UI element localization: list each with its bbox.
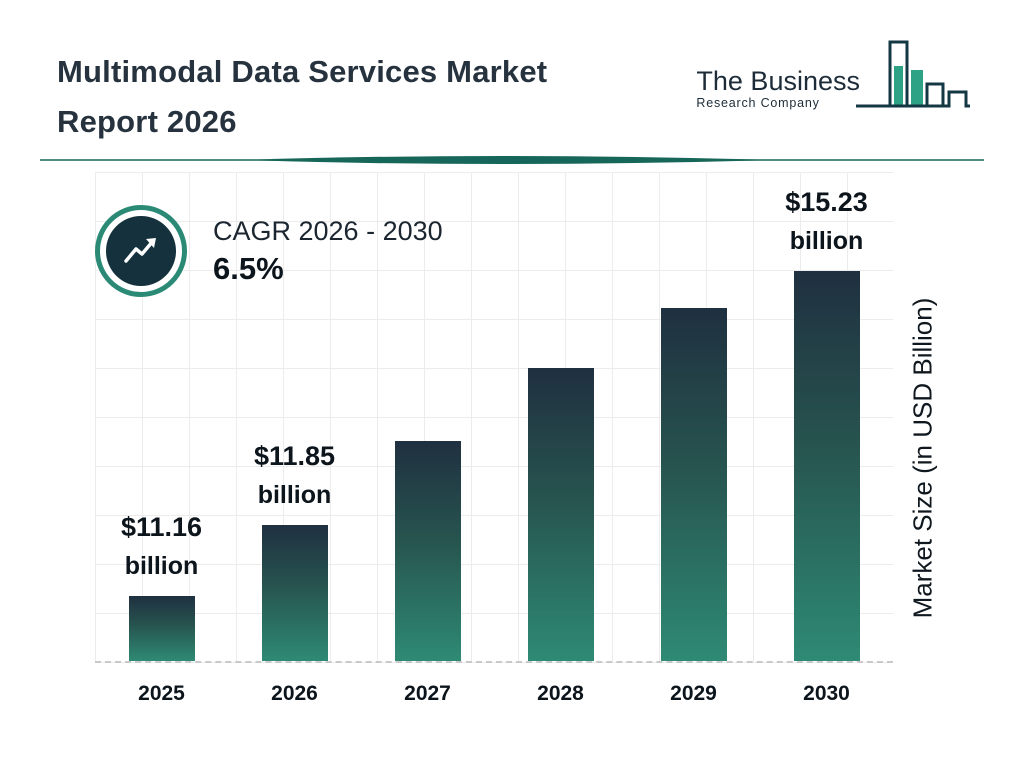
- cagr-callout: CAGR 2026 - 2030 6.5%: [95, 205, 443, 297]
- bar-group-2026: $11.85 billion: [228, 172, 361, 661]
- bar-group-2029: [627, 172, 760, 661]
- x-axis-label-2026: 2026: [271, 682, 318, 705]
- x-axis-labels: 2025 2026 2027 2028 2029 2030: [95, 682, 893, 706]
- bar-value-label: $11.16 billion: [121, 506, 202, 584]
- page-title-line1: Multimodal Data Services Market: [57, 54, 548, 89]
- x-axis-label-2027: 2027: [404, 682, 451, 705]
- trend-up-arrow-icon: [95, 205, 187, 297]
- bar-label-unit: billion: [124, 552, 199, 580]
- bar-label-value: $11.16: [120, 512, 203, 542]
- bar-label-value: $11.85: [253, 441, 336, 471]
- bar-2025: [128, 596, 195, 661]
- bar-label-unit: billion: [789, 227, 864, 255]
- bar-2029: [660, 308, 727, 661]
- bar-2030: [793, 271, 860, 661]
- company-logo-text: The Business Research Company: [696, 66, 860, 110]
- bar-chart-icon: [856, 40, 970, 108]
- bar-chart-plot: $11.16 billion $11.85 billion: [95, 172, 893, 663]
- bar-label-unit: billion: [257, 481, 332, 509]
- bar-2026: [261, 525, 328, 661]
- cagr-label: CAGR 2026 - 2030: [213, 216, 443, 246]
- bar-value-label: $11.85 billion: [254, 435, 335, 513]
- x-axis-label-2025: 2025: [138, 682, 185, 705]
- x-axis-label-2030: 2030: [803, 682, 850, 705]
- bar-2028: [527, 368, 594, 661]
- bar-group-2027: [361, 172, 494, 661]
- divider-line: [40, 156, 984, 164]
- company-logo: The Business Research Company: [696, 38, 972, 124]
- x-axis-label-2029: 2029: [670, 682, 717, 705]
- cagr-value: 6.5%: [213, 251, 284, 286]
- bar-value-label: $15.23 billion: [785, 181, 868, 259]
- logo-name: The Business: [696, 66, 860, 96]
- x-axis-label-2028: 2028: [537, 682, 584, 705]
- bar-group-2025: $11.16 billion: [95, 172, 228, 661]
- logo-subname: Research Company: [696, 96, 820, 110]
- bar-2027: [394, 441, 461, 661]
- y-axis-label: Market Size (in USD Billion): [907, 297, 938, 619]
- cagr-text: CAGR 2026 - 2030 6.5%: [213, 213, 443, 289]
- page-title: Multimodal Data Services Market Report 2…: [57, 47, 547, 147]
- bar-group-2030: $15.23 billion: [760, 172, 893, 661]
- page-title-line2: Report 2026: [57, 104, 237, 139]
- bar-label-value: $15.23: [785, 187, 868, 217]
- bar-group-2028: [494, 172, 627, 661]
